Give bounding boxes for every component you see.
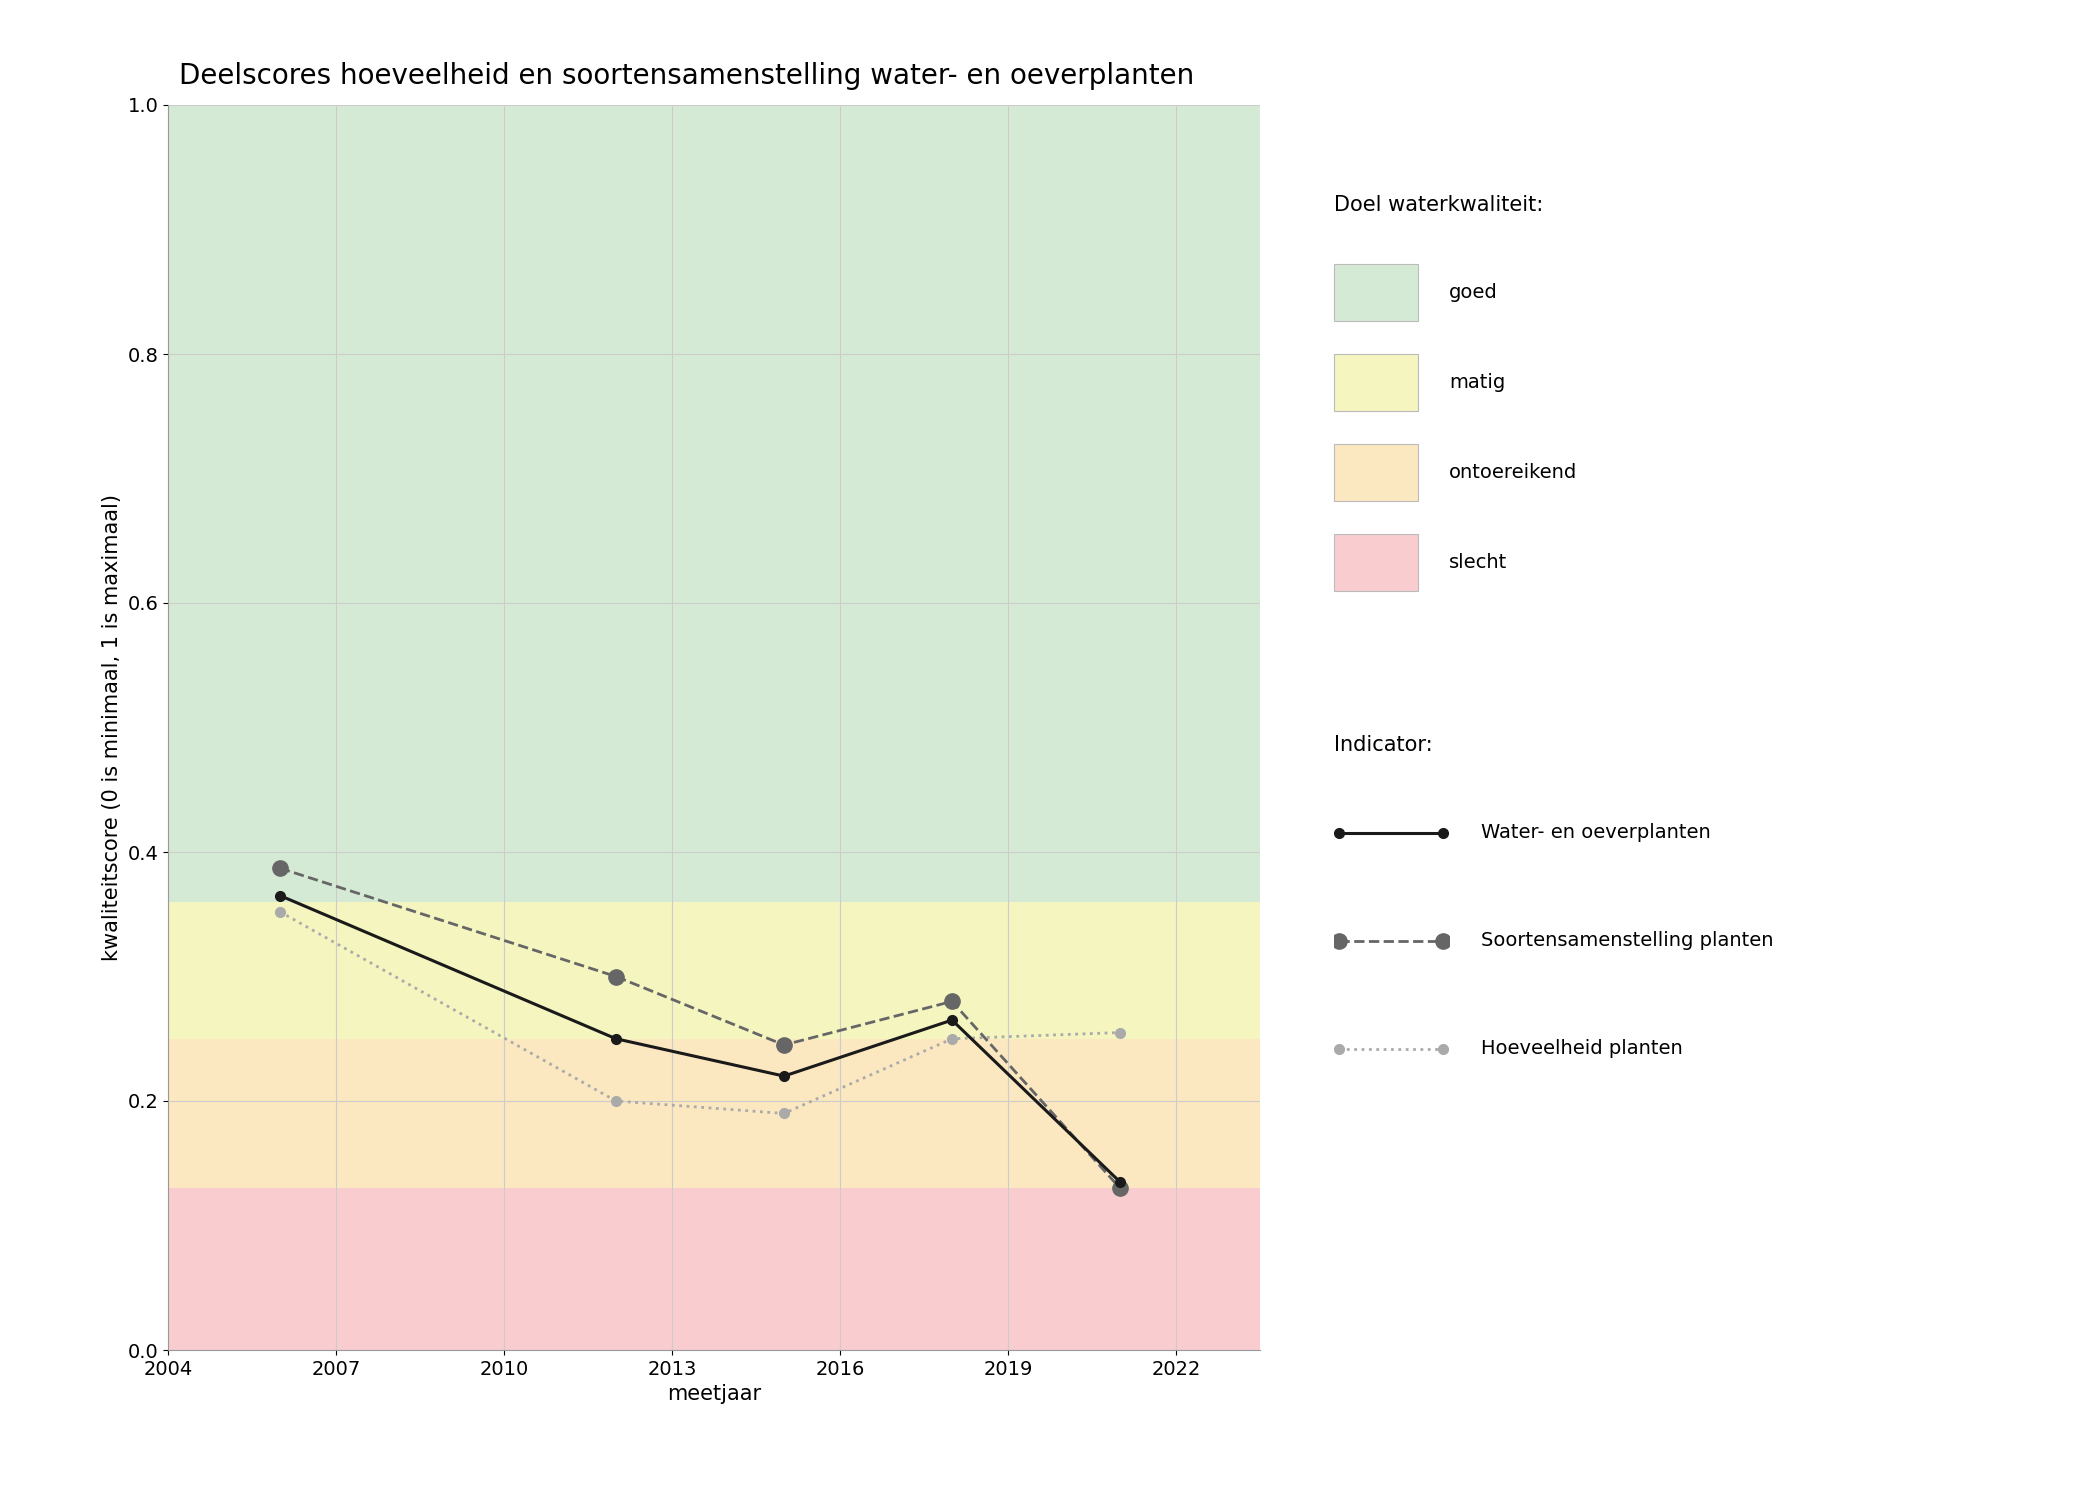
Text: Hoeveelheid planten: Hoeveelheid planten bbox=[1480, 1040, 1682, 1058]
Text: ontoereikend: ontoereikend bbox=[1449, 464, 1577, 482]
Y-axis label: kwaliteitscore (0 is minimaal, 1 is maximaal): kwaliteitscore (0 is minimaal, 1 is maxi… bbox=[101, 494, 122, 962]
Bar bbox=[168, 1038, 1260, 1188]
Text: Indicator:: Indicator: bbox=[1334, 735, 1432, 754]
Bar bbox=[168, 902, 1260, 1038]
Bar bbox=[168, 1188, 1260, 1350]
Text: Deelscores hoeveelheid en soortensamenstelling water- en oeverplanten: Deelscores hoeveelheid en soortensamenst… bbox=[178, 62, 1195, 90]
X-axis label: meetjaar: meetjaar bbox=[668, 1384, 760, 1404]
Text: Soortensamenstelling planten: Soortensamenstelling planten bbox=[1480, 932, 1772, 950]
Text: Water- en oeverplanten: Water- en oeverplanten bbox=[1480, 824, 1709, 842]
Text: matig: matig bbox=[1449, 374, 1506, 392]
Text: slecht: slecht bbox=[1449, 554, 1508, 572]
Text: Doel waterkwaliteit:: Doel waterkwaliteit: bbox=[1334, 195, 1544, 214]
Text: goed: goed bbox=[1449, 284, 1497, 302]
Bar bbox=[168, 105, 1260, 901]
